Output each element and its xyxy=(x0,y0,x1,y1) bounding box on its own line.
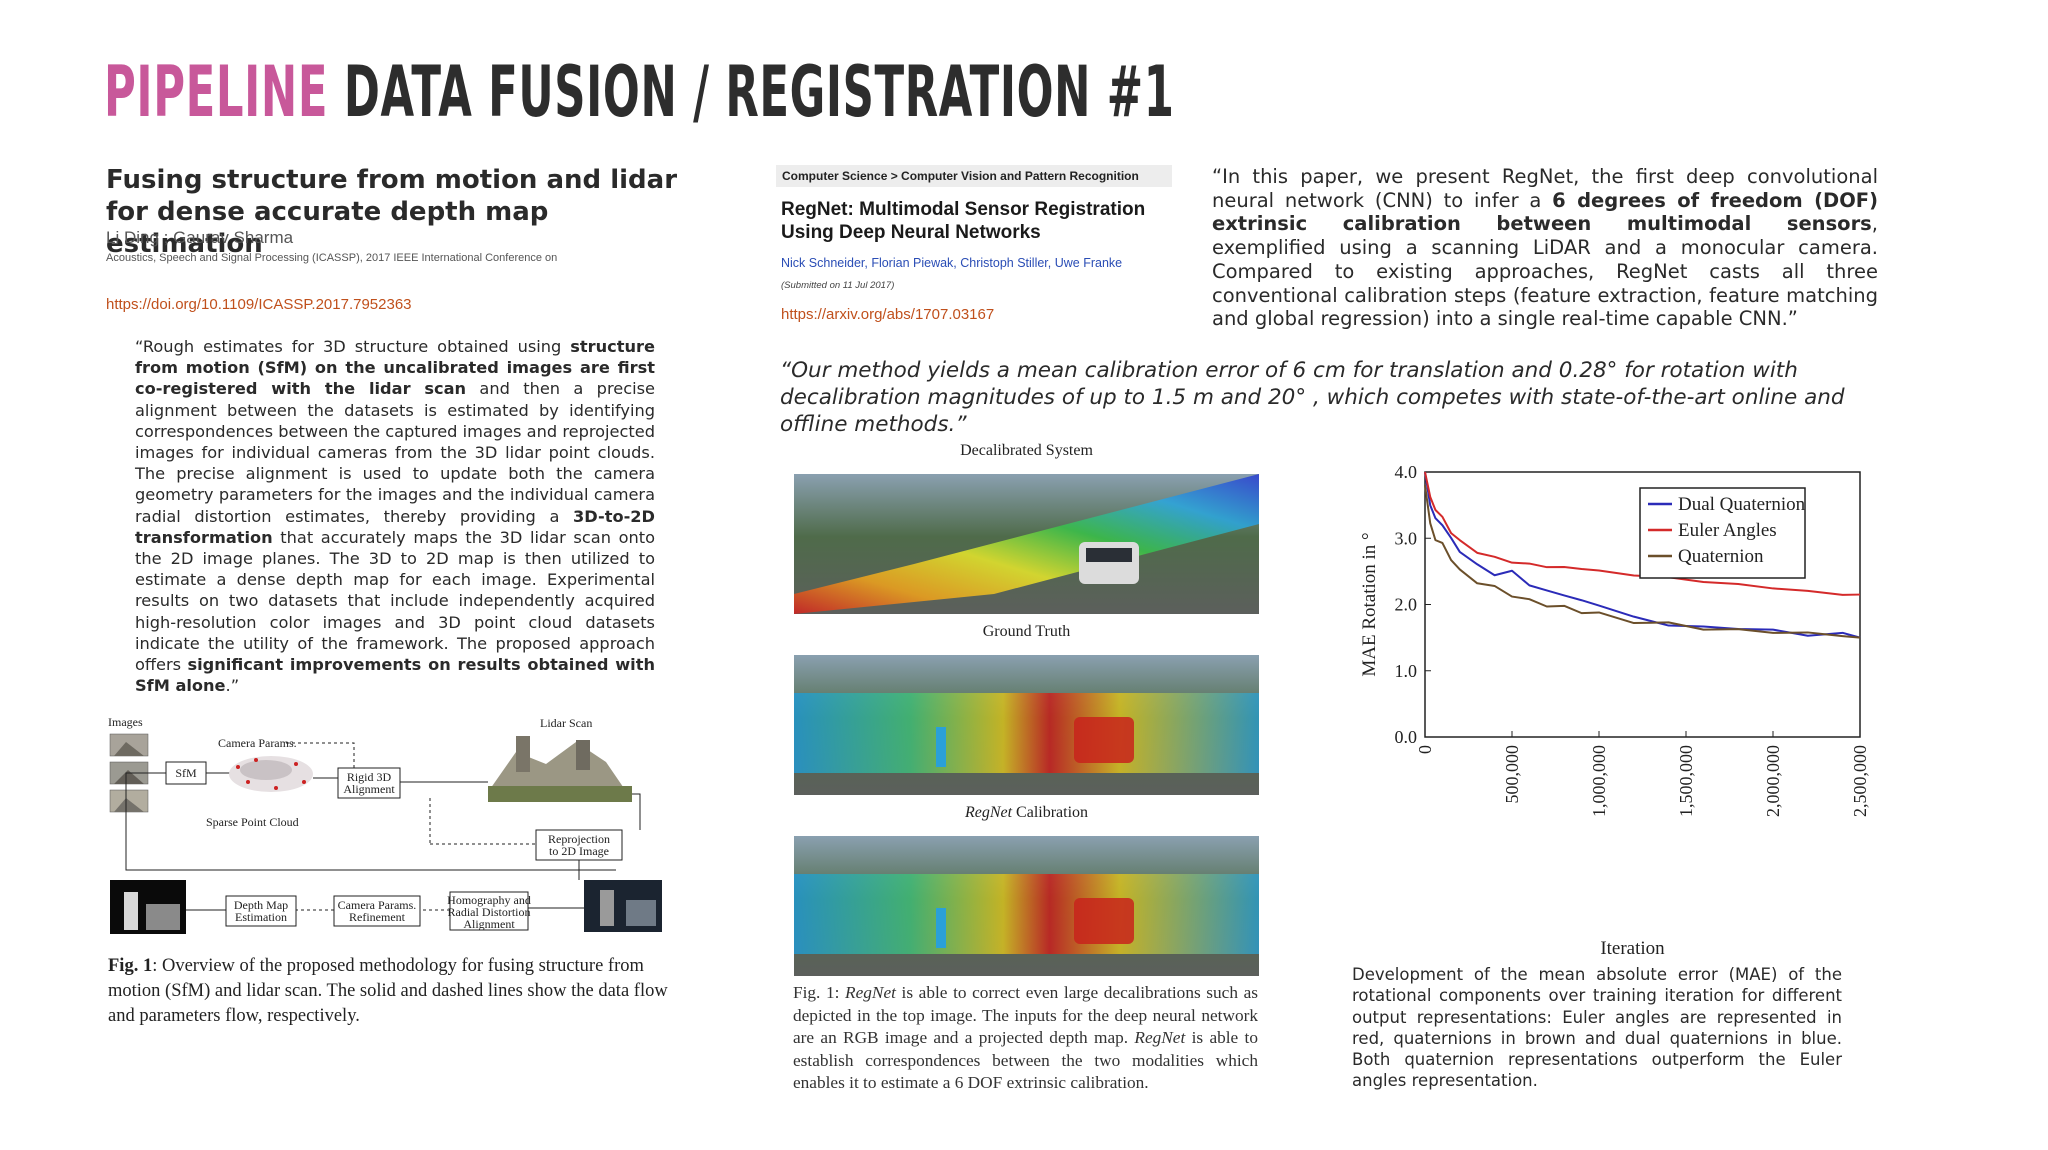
chart-series xyxy=(1424,471,1861,639)
paper1-doi-link[interactable]: https://doi.org/10.1109/ICASSP.2017.7952… xyxy=(106,296,412,313)
y-axis-title: MAE Rotation in ° xyxy=(1359,532,1380,676)
abstract-segment: structure from motion (SfM) on the uncal… xyxy=(135,337,655,399)
decalibrated-image xyxy=(794,474,1259,614)
lidar-scan-label: Lidar Scan xyxy=(540,716,592,730)
legend-label: Euler Angles xyxy=(1678,520,1777,541)
series-line-quaternion xyxy=(1424,485,1861,639)
abstract-segment: significant improvements on results obta… xyxy=(135,655,655,696)
abstract-segment: 3D-to-2D transformation xyxy=(135,506,655,547)
homog-label-2: Radial Distortion xyxy=(448,905,531,919)
regnet-quote-segment: “In this paper, we present RegNet, the f… xyxy=(1212,165,1878,212)
ground-truth-image xyxy=(794,655,1259,795)
x-tick-label: 1,000,000 xyxy=(1589,745,1609,817)
reproj-label-1: Reprojection xyxy=(548,832,610,846)
x-tick-label: 1,500,000 xyxy=(1676,745,1696,817)
regnet-calibration-image xyxy=(794,836,1259,976)
refinement-box xyxy=(333,895,421,927)
slide-title: PIPELINE DATA FUSION / REGISTRATION #1 xyxy=(104,50,1175,134)
calibration-quote: “Our method yields a mean calibration er… xyxy=(780,358,1845,437)
chart-legend: Dual Quaternion Euler Angles Quaternion xyxy=(1639,487,1806,579)
methodology-diagram: Images SfM Camera Params. Sparse Point C… xyxy=(108,715,662,934)
sparse-point-cloud xyxy=(229,756,313,792)
series-line-euler-angles xyxy=(1424,471,1861,596)
rigid-label-1: Rigid 3D xyxy=(347,770,392,784)
abstract-segment: “Rough estimates for 3D structure obtain… xyxy=(135,337,571,356)
abstract-segment: that accurately maps the 3D lidar scan o… xyxy=(135,527,655,675)
rigid-label-2: Alignment xyxy=(343,782,395,796)
refine-label-2: Refinement xyxy=(349,910,406,924)
fig1-caption-label: Fig. 1 xyxy=(108,956,153,976)
fig1-caption-text: : Overview of the proposed methodology f… xyxy=(108,956,668,1026)
x-axis-title: Iteration xyxy=(1600,938,1665,959)
panel-label-decalibrated: Decalibrated System xyxy=(960,442,1093,459)
panel-label-regnet: RegNet Calibration xyxy=(794,804,1259,822)
abstract-segment: .” xyxy=(225,676,240,696)
regnet-quote-segment: , exemplified using a scanning LiDAR and… xyxy=(1212,212,1878,331)
x-tick-label: 500,000 xyxy=(1502,745,1522,804)
regnet-caption-segment: is able to correct even large decalibrat… xyxy=(793,983,1258,1048)
title-rest: DATA FUSION / REGISTRATION #1 xyxy=(343,51,1175,133)
rigid-alignment-box xyxy=(337,767,401,799)
arxiv-category-bar: Computer Science > Computer Vision and P… xyxy=(776,165,1172,187)
regnet-caption-segment: Fig. 1: xyxy=(793,983,846,1002)
depth-label-1: Depth Map xyxy=(234,898,288,912)
panel-label-ground-truth: Ground Truth xyxy=(982,623,1071,640)
refine-label-1: Camera Params. xyxy=(338,898,417,912)
title-accent: PIPELINE xyxy=(104,51,329,133)
series-line-dual-quaternion xyxy=(1424,471,1861,639)
regnet-quote-segment: 6 degrees of freedom (DOF) extrinsic cal… xyxy=(1212,188,1879,236)
y-tick-label: 4.0 xyxy=(1395,462,1418,482)
fig1-caption: Fig. 1: Overview of the proposed methodo… xyxy=(108,954,668,1029)
mae-rotation-chart: 0.0 1.0 2.0 3.0 4.0 0 500,000 1,000,000 1,500,00… xyxy=(1359,462,1870,959)
x-tick-label: 0 xyxy=(1415,745,1435,754)
paper2-authors[interactable]: Nick Schneider, Florian Piewak, Christop… xyxy=(781,256,1123,270)
regnet-fig-caption: Fig. 1: RegNet is able to correct even l… xyxy=(793,982,1258,1095)
regnet-caption-segment: RegNet xyxy=(845,983,896,1002)
paper2-title: RegNet: Multimodal Sensor Registration U… xyxy=(781,199,1146,243)
y-tick-label: 0.0 xyxy=(1395,727,1418,747)
panel-label-regnet-rest: Calibration xyxy=(1012,804,1089,821)
y-tick-label: 2.0 xyxy=(1395,595,1418,615)
homog-label-3: Alignment xyxy=(463,917,515,931)
regnet-caption-segment: RegNet xyxy=(1134,1028,1186,1048)
camera-params-label: Camera Params. xyxy=(218,736,297,750)
reprojected-image xyxy=(584,880,662,932)
x-tick-label: 2,500,000 xyxy=(1850,745,1870,817)
x-tick-label: 2,000,000 xyxy=(1763,745,1783,817)
paper1-venue: Acoustics, Speech and Signal Processing … xyxy=(106,252,558,264)
sfm-label: SfM xyxy=(175,766,197,780)
paper1-authors: Li Ding ; Gaurav Sharma xyxy=(106,228,294,247)
panel-label-regnet-italic: RegNet xyxy=(964,804,1013,821)
input-image-thumbnails xyxy=(109,733,149,813)
diagram-images-label: Images xyxy=(108,715,143,729)
legend-label: Dual Quaternion xyxy=(1678,494,1806,515)
depth-map-box xyxy=(225,895,297,927)
paper1-abstract: “Rough estimates for 3D structure obtain… xyxy=(135,336,655,696)
sparse-cloud-label: Sparse Point Cloud xyxy=(206,815,299,829)
chart-caption: Development of the mean absolute error (… xyxy=(1352,965,1842,1091)
paper2-arxiv-link[interactable]: https://arxiv.org/abs/1707.03167 xyxy=(781,306,995,323)
homog-label-1: Homography and xyxy=(447,893,531,907)
abstract-segment: and then a precise alignment between the… xyxy=(135,379,655,526)
depth-map-output-image xyxy=(110,880,186,934)
chart-axes: 0.0 1.0 2.0 3.0 4.0 0 500,000 1,000,000 1,500,00… xyxy=(1359,462,1870,959)
y-tick-label: 3.0 xyxy=(1395,528,1418,548)
lidar-scan-image xyxy=(488,736,632,802)
regnet-caption-segment: is able to establish correspondences bet… xyxy=(793,1028,1258,1093)
depth-label-2: Estimation xyxy=(235,910,287,924)
homography-box xyxy=(449,891,529,931)
paper1-title: Fusing structure from motion and lidar f… xyxy=(106,165,678,259)
paper2-submitted-date: (Submitted on 11 Jul 2017) xyxy=(781,280,895,291)
regnet-abstract-quote: “In this paper, we present RegNet, the f… xyxy=(1212,165,1878,331)
y-tick-label: 1.0 xyxy=(1395,661,1418,681)
legend-label: Quaternion xyxy=(1678,546,1764,567)
reproj-label-2: to 2D Image xyxy=(549,844,609,858)
